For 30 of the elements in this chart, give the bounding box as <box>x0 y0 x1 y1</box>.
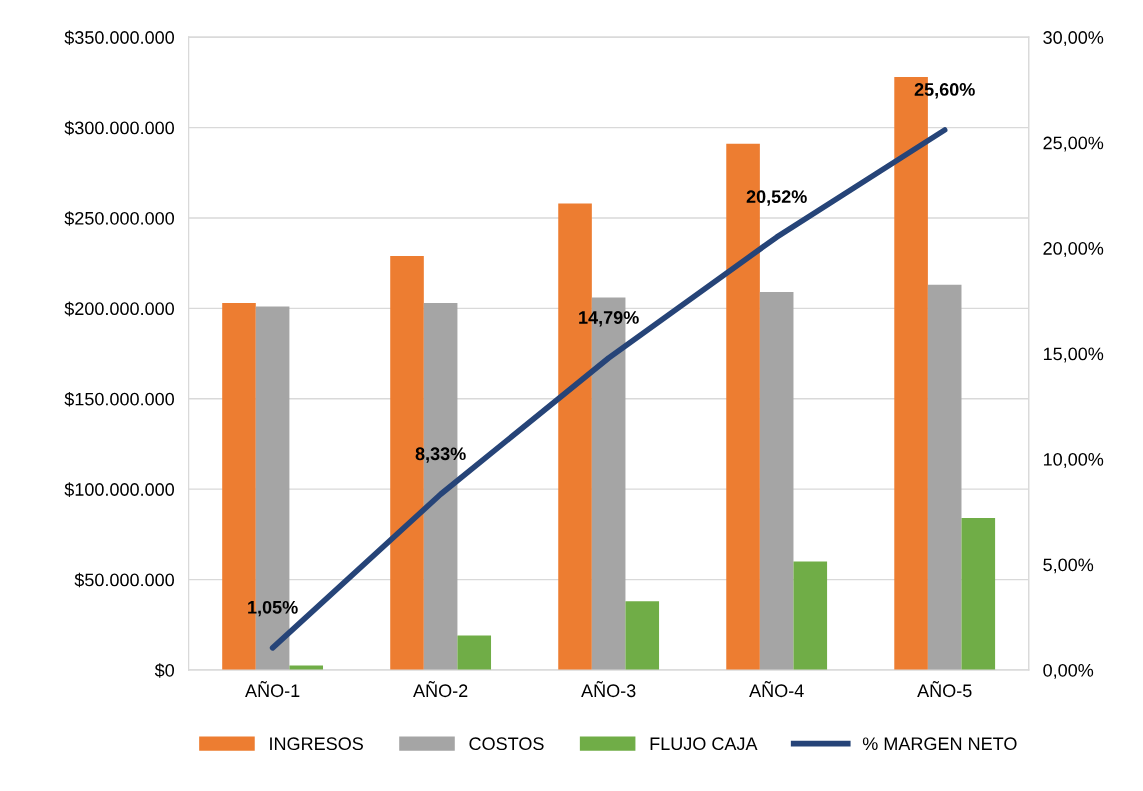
y2-tick-label: 10,00% <box>1043 452 1104 468</box>
bar <box>759 292 794 670</box>
legend-label: % MARGEN NETO <box>862 737 1017 751</box>
x-tick-label: AÑO-1 <box>245 681 300 698</box>
y-tick-label: $350.000.000 <box>64 30 175 45</box>
x-tick-label: AÑO-2 <box>413 681 468 698</box>
bar <box>793 561 828 670</box>
x-tick-label: AÑO-5 <box>917 681 972 698</box>
bar <box>961 518 996 670</box>
y2-tick-label: 5,00% <box>1043 558 1094 574</box>
legend-label: INGRESOS <box>270 737 363 751</box>
y2-tick-label: 15,00% <box>1043 347 1104 363</box>
y-tick-label: $50.000.000 <box>74 572 175 588</box>
y-tick-label: $250.000.000 <box>64 211 175 226</box>
y2-tick-label: 20,00% <box>1043 242 1104 257</box>
y2-tick-label: 25,00% <box>1043 136 1104 152</box>
y-tick-label: $0 <box>154 663 174 678</box>
x-tick-label: AÑO-4 <box>749 681 804 698</box>
bar <box>457 635 492 670</box>
y-tick-label: $200.000.000 <box>64 301 175 317</box>
bar <box>625 601 660 670</box>
bar <box>927 284 962 670</box>
y2-tick-label: 0,00% <box>1043 663 1094 679</box>
y2-tick-label: 30,00% <box>1043 31 1104 47</box>
legend-label: COSTOS <box>469 737 544 751</box>
y-tick-label: $100.000.000 <box>64 482 175 497</box>
legend-label: FLUJO CAJA <box>650 737 758 751</box>
y-tick-label: $150.000.000 <box>64 391 175 407</box>
x-tick-label: AÑO-3 <box>581 681 636 698</box>
y-tick-label: $300.000.000 <box>64 120 175 136</box>
